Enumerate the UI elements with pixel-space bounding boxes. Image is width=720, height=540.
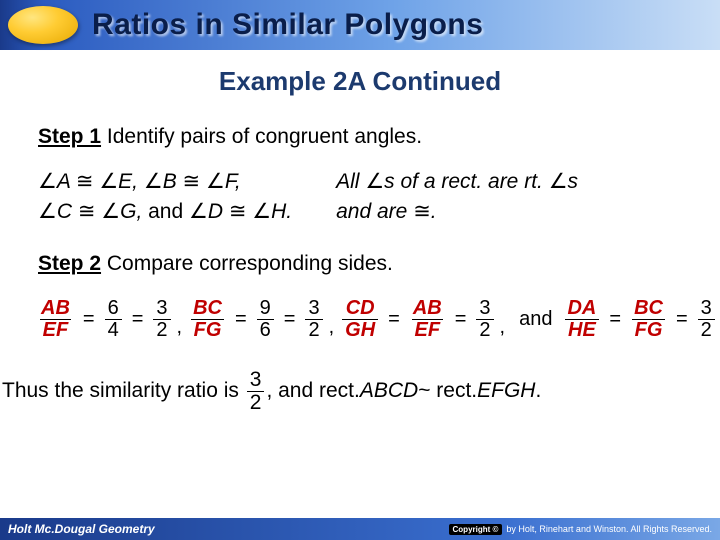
angle-line2: ∠C ≅ ∠G, and ∠D ≅ ∠H.	[38, 197, 292, 227]
copyright-badge: Copyright ©	[449, 524, 503, 535]
frac-bc-fg: BCFG	[190, 298, 225, 341]
example-subtitle: Example 2A Continued	[0, 66, 720, 97]
conclusion-pre: Thus the similarity ratio is	[2, 379, 239, 403]
content-area: Step 1 Identify pairs of congruent angle…	[0, 97, 720, 341]
page-title: Ratios in Similar Polygons	[92, 8, 483, 42]
angle-congruences: ∠A ≅ ∠E, ∠B ≅ ∠F, ∠C ≅ ∠G, and ∠D ≅ ∠H.	[38, 167, 292, 228]
reason-line2: and are ≅.	[336, 197, 578, 227]
copyright-text: by Holt, Rinehart and Winston. All Right…	[506, 524, 712, 534]
reason-line1: All ∠s of a rect. are rt. ∠s	[336, 167, 578, 197]
frac-ab-ef: ABEF	[38, 298, 73, 341]
frac-3-2-b: 32	[305, 298, 322, 341]
rect-abcd: ABCD	[360, 379, 418, 403]
conclusion-post-a: , and rect.	[266, 379, 359, 403]
frac-ab-ef-2: ABEF	[410, 298, 445, 341]
footer-bar: Holt Mc.Dougal Geometry Copyright © by H…	[0, 518, 720, 540]
frac-6-4: 64	[105, 298, 122, 341]
footer-brand: Holt Mc.Dougal Geometry	[8, 522, 155, 536]
conclusion-end: .	[535, 379, 541, 403]
rect-efgh: EFGH	[477, 379, 535, 403]
footer-copyright: Copyright © by Holt, Rinehart and Winsto…	[449, 524, 712, 535]
angle-line1: ∠A ≅ ∠E, ∠B ≅ ∠F,	[38, 167, 292, 197]
frac-3-2-c: 32	[476, 298, 493, 341]
frac-9-6: 96	[257, 298, 274, 341]
step1-line: Step 1 Identify pairs of congruent angle…	[38, 125, 682, 149]
frac-da-he: DAHE	[564, 298, 599, 341]
step1-text: Identify pairs of congruent angles.	[107, 125, 422, 148]
tilde-text: ~ rect.	[418, 379, 477, 403]
header-bar: Ratios in Similar Polygons	[0, 0, 720, 50]
ratio-equations: ABEF = 64 = 32 , BCFG = 96 = 32 , CDGH =…	[38, 298, 682, 341]
conclusion-line: Thus the similarity ratio is 32 , and re…	[0, 369, 720, 414]
frac-bc-fg-2: BCFG	[631, 298, 666, 341]
step2-label: Step 2	[38, 252, 101, 275]
step2-line: Step 2 Compare corresponding sides.	[38, 252, 682, 276]
step2-text: Compare corresponding sides.	[107, 252, 393, 275]
angle-reason: All ∠s of a rect. are rt. ∠s and are ≅.	[336, 167, 578, 228]
frac-3-2-a: 32	[153, 298, 170, 341]
and-word: and	[513, 308, 558, 331]
angle-row: ∠A ≅ ∠E, ∠B ≅ ∠F, ∠C ≅ ∠G, and ∠D ≅ ∠H. …	[38, 167, 682, 228]
header-oval-icon	[8, 6, 78, 44]
frac-3-2-d: 32	[698, 298, 715, 341]
step1-label: Step 1	[38, 125, 101, 148]
frac-similarity-ratio: 32	[247, 369, 265, 414]
frac-cd-gh: CDGH	[342, 298, 378, 341]
